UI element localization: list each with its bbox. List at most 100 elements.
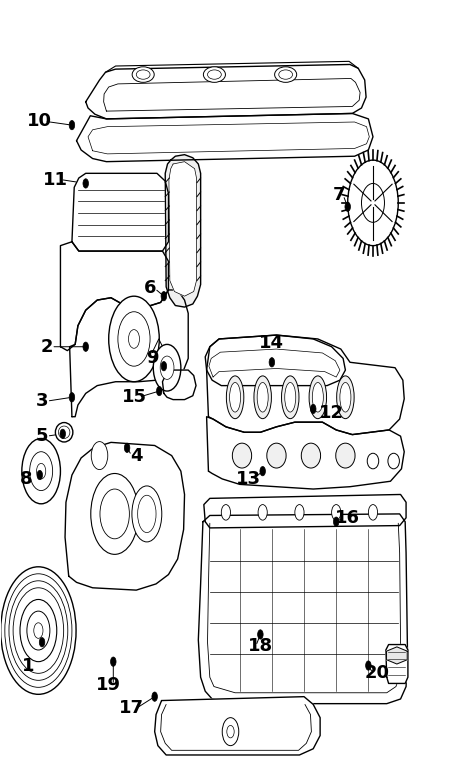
Circle shape <box>310 404 316 414</box>
Text: 5: 5 <box>36 427 48 445</box>
Polygon shape <box>204 495 406 528</box>
Circle shape <box>222 717 239 746</box>
Circle shape <box>60 429 65 439</box>
Ellipse shape <box>132 486 162 542</box>
Ellipse shape <box>275 67 297 83</box>
Polygon shape <box>205 335 345 386</box>
Polygon shape <box>86 65 366 119</box>
Text: 3: 3 <box>36 392 48 411</box>
Circle shape <box>331 505 341 520</box>
Ellipse shape <box>230 382 241 412</box>
Ellipse shape <box>312 382 323 412</box>
Circle shape <box>221 505 230 520</box>
Ellipse shape <box>367 453 379 469</box>
Text: 2: 2 <box>41 338 53 356</box>
Text: 6: 6 <box>144 280 156 298</box>
Circle shape <box>111 657 116 666</box>
Circle shape <box>27 611 50 650</box>
Circle shape <box>361 183 384 222</box>
Ellipse shape <box>285 382 296 412</box>
Polygon shape <box>70 290 188 417</box>
Polygon shape <box>386 647 407 664</box>
Circle shape <box>91 442 108 470</box>
Text: 12: 12 <box>319 404 344 421</box>
Circle shape <box>345 202 350 211</box>
Ellipse shape <box>59 426 70 439</box>
Polygon shape <box>198 514 408 703</box>
Text: 20: 20 <box>365 664 390 682</box>
Circle shape <box>37 471 42 480</box>
Circle shape <box>91 474 139 555</box>
Ellipse shape <box>136 70 150 79</box>
Circle shape <box>269 358 275 367</box>
Polygon shape <box>169 162 196 296</box>
Circle shape <box>1 567 76 694</box>
Polygon shape <box>60 241 168 351</box>
Circle shape <box>348 160 398 245</box>
Circle shape <box>333 517 339 527</box>
Circle shape <box>227 725 234 738</box>
Text: 11: 11 <box>43 171 68 189</box>
Text: 1: 1 <box>22 657 35 675</box>
Ellipse shape <box>388 453 399 469</box>
Ellipse shape <box>207 70 221 79</box>
Circle shape <box>124 443 130 453</box>
Circle shape <box>22 439 60 504</box>
Text: 4: 4 <box>130 446 142 464</box>
Ellipse shape <box>309 376 326 418</box>
Circle shape <box>152 692 157 701</box>
Text: 14: 14 <box>260 334 284 352</box>
Circle shape <box>20 600 57 661</box>
Polygon shape <box>162 370 196 400</box>
Ellipse shape <box>254 376 272 418</box>
Text: 13: 13 <box>236 470 261 488</box>
Circle shape <box>100 489 130 539</box>
Text: 7: 7 <box>332 186 345 204</box>
Ellipse shape <box>301 443 320 468</box>
Ellipse shape <box>337 376 354 418</box>
Circle shape <box>161 291 166 301</box>
Polygon shape <box>77 114 373 162</box>
Ellipse shape <box>232 443 252 468</box>
Circle shape <box>258 505 267 520</box>
Text: 10: 10 <box>27 112 52 130</box>
Circle shape <box>109 296 159 382</box>
Circle shape <box>129 330 140 348</box>
Ellipse shape <box>138 495 156 533</box>
Ellipse shape <box>203 67 225 83</box>
Circle shape <box>161 361 166 371</box>
Circle shape <box>34 622 43 638</box>
Circle shape <box>160 356 174 379</box>
Ellipse shape <box>267 443 286 468</box>
Circle shape <box>30 452 53 491</box>
Circle shape <box>366 661 371 670</box>
Ellipse shape <box>257 382 268 412</box>
Polygon shape <box>72 173 168 251</box>
Text: 8: 8 <box>20 470 32 488</box>
Circle shape <box>295 505 304 520</box>
Ellipse shape <box>282 376 299 418</box>
Ellipse shape <box>55 422 73 442</box>
Text: 15: 15 <box>122 388 147 407</box>
Text: 17: 17 <box>119 700 144 717</box>
Text: 18: 18 <box>248 637 273 655</box>
Circle shape <box>39 637 45 647</box>
Circle shape <box>118 312 150 366</box>
Circle shape <box>156 386 162 396</box>
Text: 16: 16 <box>335 509 360 527</box>
Ellipse shape <box>340 382 351 412</box>
Ellipse shape <box>132 67 154 83</box>
Polygon shape <box>207 417 404 489</box>
Circle shape <box>69 121 75 130</box>
Polygon shape <box>165 155 201 307</box>
Circle shape <box>83 342 89 351</box>
Polygon shape <box>386 644 408 683</box>
Polygon shape <box>207 335 404 435</box>
Text: 9: 9 <box>146 350 159 368</box>
Circle shape <box>260 467 266 476</box>
Ellipse shape <box>226 376 244 418</box>
Circle shape <box>258 629 263 639</box>
Polygon shape <box>154 696 320 755</box>
Circle shape <box>83 178 89 188</box>
Ellipse shape <box>336 443 355 468</box>
